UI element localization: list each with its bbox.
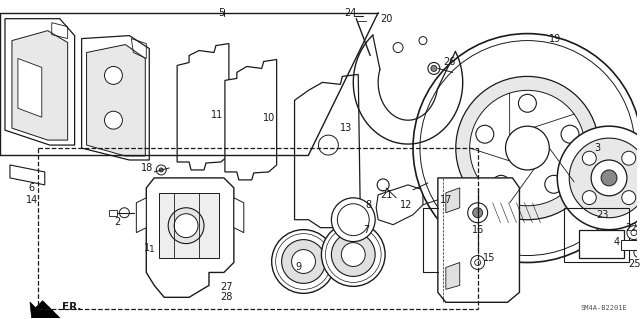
Circle shape — [470, 256, 484, 270]
Circle shape — [557, 126, 640, 230]
Text: 22: 22 — [626, 223, 638, 233]
Circle shape — [159, 168, 163, 172]
Polygon shape — [438, 178, 520, 302]
Circle shape — [428, 63, 440, 74]
Polygon shape — [30, 301, 62, 319]
Polygon shape — [225, 59, 276, 180]
Circle shape — [413, 33, 640, 263]
Polygon shape — [82, 36, 149, 160]
Text: 28: 28 — [221, 292, 233, 302]
Text: 5: 5 — [218, 8, 224, 18]
Circle shape — [174, 214, 198, 238]
Text: 20: 20 — [380, 14, 392, 24]
Circle shape — [393, 42, 403, 53]
Circle shape — [271, 230, 335, 293]
Circle shape — [591, 160, 627, 196]
Polygon shape — [446, 188, 460, 213]
Polygon shape — [147, 178, 234, 297]
Circle shape — [622, 191, 636, 204]
Circle shape — [292, 249, 316, 273]
Text: 24: 24 — [344, 8, 356, 18]
Circle shape — [319, 135, 339, 155]
Circle shape — [431, 65, 437, 71]
Circle shape — [104, 111, 122, 129]
Circle shape — [332, 198, 375, 241]
Text: 21: 21 — [380, 190, 392, 200]
Text: 17: 17 — [440, 195, 452, 205]
Circle shape — [104, 66, 122, 84]
Polygon shape — [10, 165, 45, 185]
Text: 3: 3 — [594, 143, 600, 153]
Text: SM4A-B2201E: SM4A-B2201E — [580, 305, 627, 311]
Circle shape — [419, 37, 427, 45]
Circle shape — [282, 240, 325, 283]
Text: 25: 25 — [628, 259, 640, 270]
Bar — [621, 240, 637, 249]
Text: 1: 1 — [144, 242, 150, 253]
Text: 7: 7 — [363, 225, 369, 235]
Polygon shape — [86, 45, 145, 156]
Circle shape — [627, 226, 640, 240]
Circle shape — [561, 125, 579, 143]
Circle shape — [492, 175, 510, 193]
Text: 1: 1 — [149, 245, 155, 254]
Circle shape — [332, 233, 375, 277]
Circle shape — [468, 203, 488, 223]
Circle shape — [582, 151, 596, 165]
Text: 2: 2 — [115, 217, 120, 227]
Circle shape — [120, 208, 129, 218]
Circle shape — [601, 170, 617, 186]
Text: 23: 23 — [596, 210, 608, 220]
Circle shape — [634, 248, 640, 257]
Text: 11: 11 — [211, 110, 223, 120]
Circle shape — [321, 223, 385, 286]
Text: 8: 8 — [365, 200, 371, 210]
Circle shape — [341, 242, 365, 266]
Text: 14: 14 — [26, 195, 38, 205]
Polygon shape — [12, 31, 68, 140]
Circle shape — [506, 126, 549, 170]
Circle shape — [456, 77, 599, 220]
Circle shape — [156, 165, 166, 175]
Polygon shape — [294, 74, 360, 228]
Text: 13: 13 — [340, 123, 353, 133]
Text: 26: 26 — [444, 57, 456, 68]
Polygon shape — [376, 185, 423, 225]
Polygon shape — [18, 58, 42, 117]
Text: 10: 10 — [262, 113, 275, 123]
Text: 9: 9 — [296, 263, 301, 272]
Text: 15: 15 — [483, 253, 496, 263]
Circle shape — [545, 175, 563, 193]
Circle shape — [582, 191, 596, 204]
Polygon shape — [579, 230, 624, 257]
Polygon shape — [136, 198, 147, 233]
Circle shape — [476, 125, 494, 143]
Text: 19: 19 — [549, 33, 561, 44]
Polygon shape — [177, 44, 229, 170]
Text: 4: 4 — [614, 237, 620, 247]
Circle shape — [473, 208, 483, 218]
Polygon shape — [5, 19, 75, 145]
Circle shape — [622, 151, 636, 165]
Polygon shape — [159, 193, 219, 257]
Text: 16: 16 — [472, 225, 484, 235]
Text: 12: 12 — [400, 200, 412, 210]
Circle shape — [569, 138, 640, 218]
Circle shape — [470, 90, 585, 206]
Text: 27: 27 — [221, 282, 233, 293]
Polygon shape — [234, 198, 244, 233]
Polygon shape — [446, 263, 460, 289]
Circle shape — [168, 208, 204, 244]
Circle shape — [518, 94, 536, 112]
Text: FR.: FR. — [61, 302, 81, 312]
Text: 18: 18 — [141, 163, 154, 173]
Text: 6: 6 — [29, 183, 35, 193]
Circle shape — [377, 179, 389, 191]
